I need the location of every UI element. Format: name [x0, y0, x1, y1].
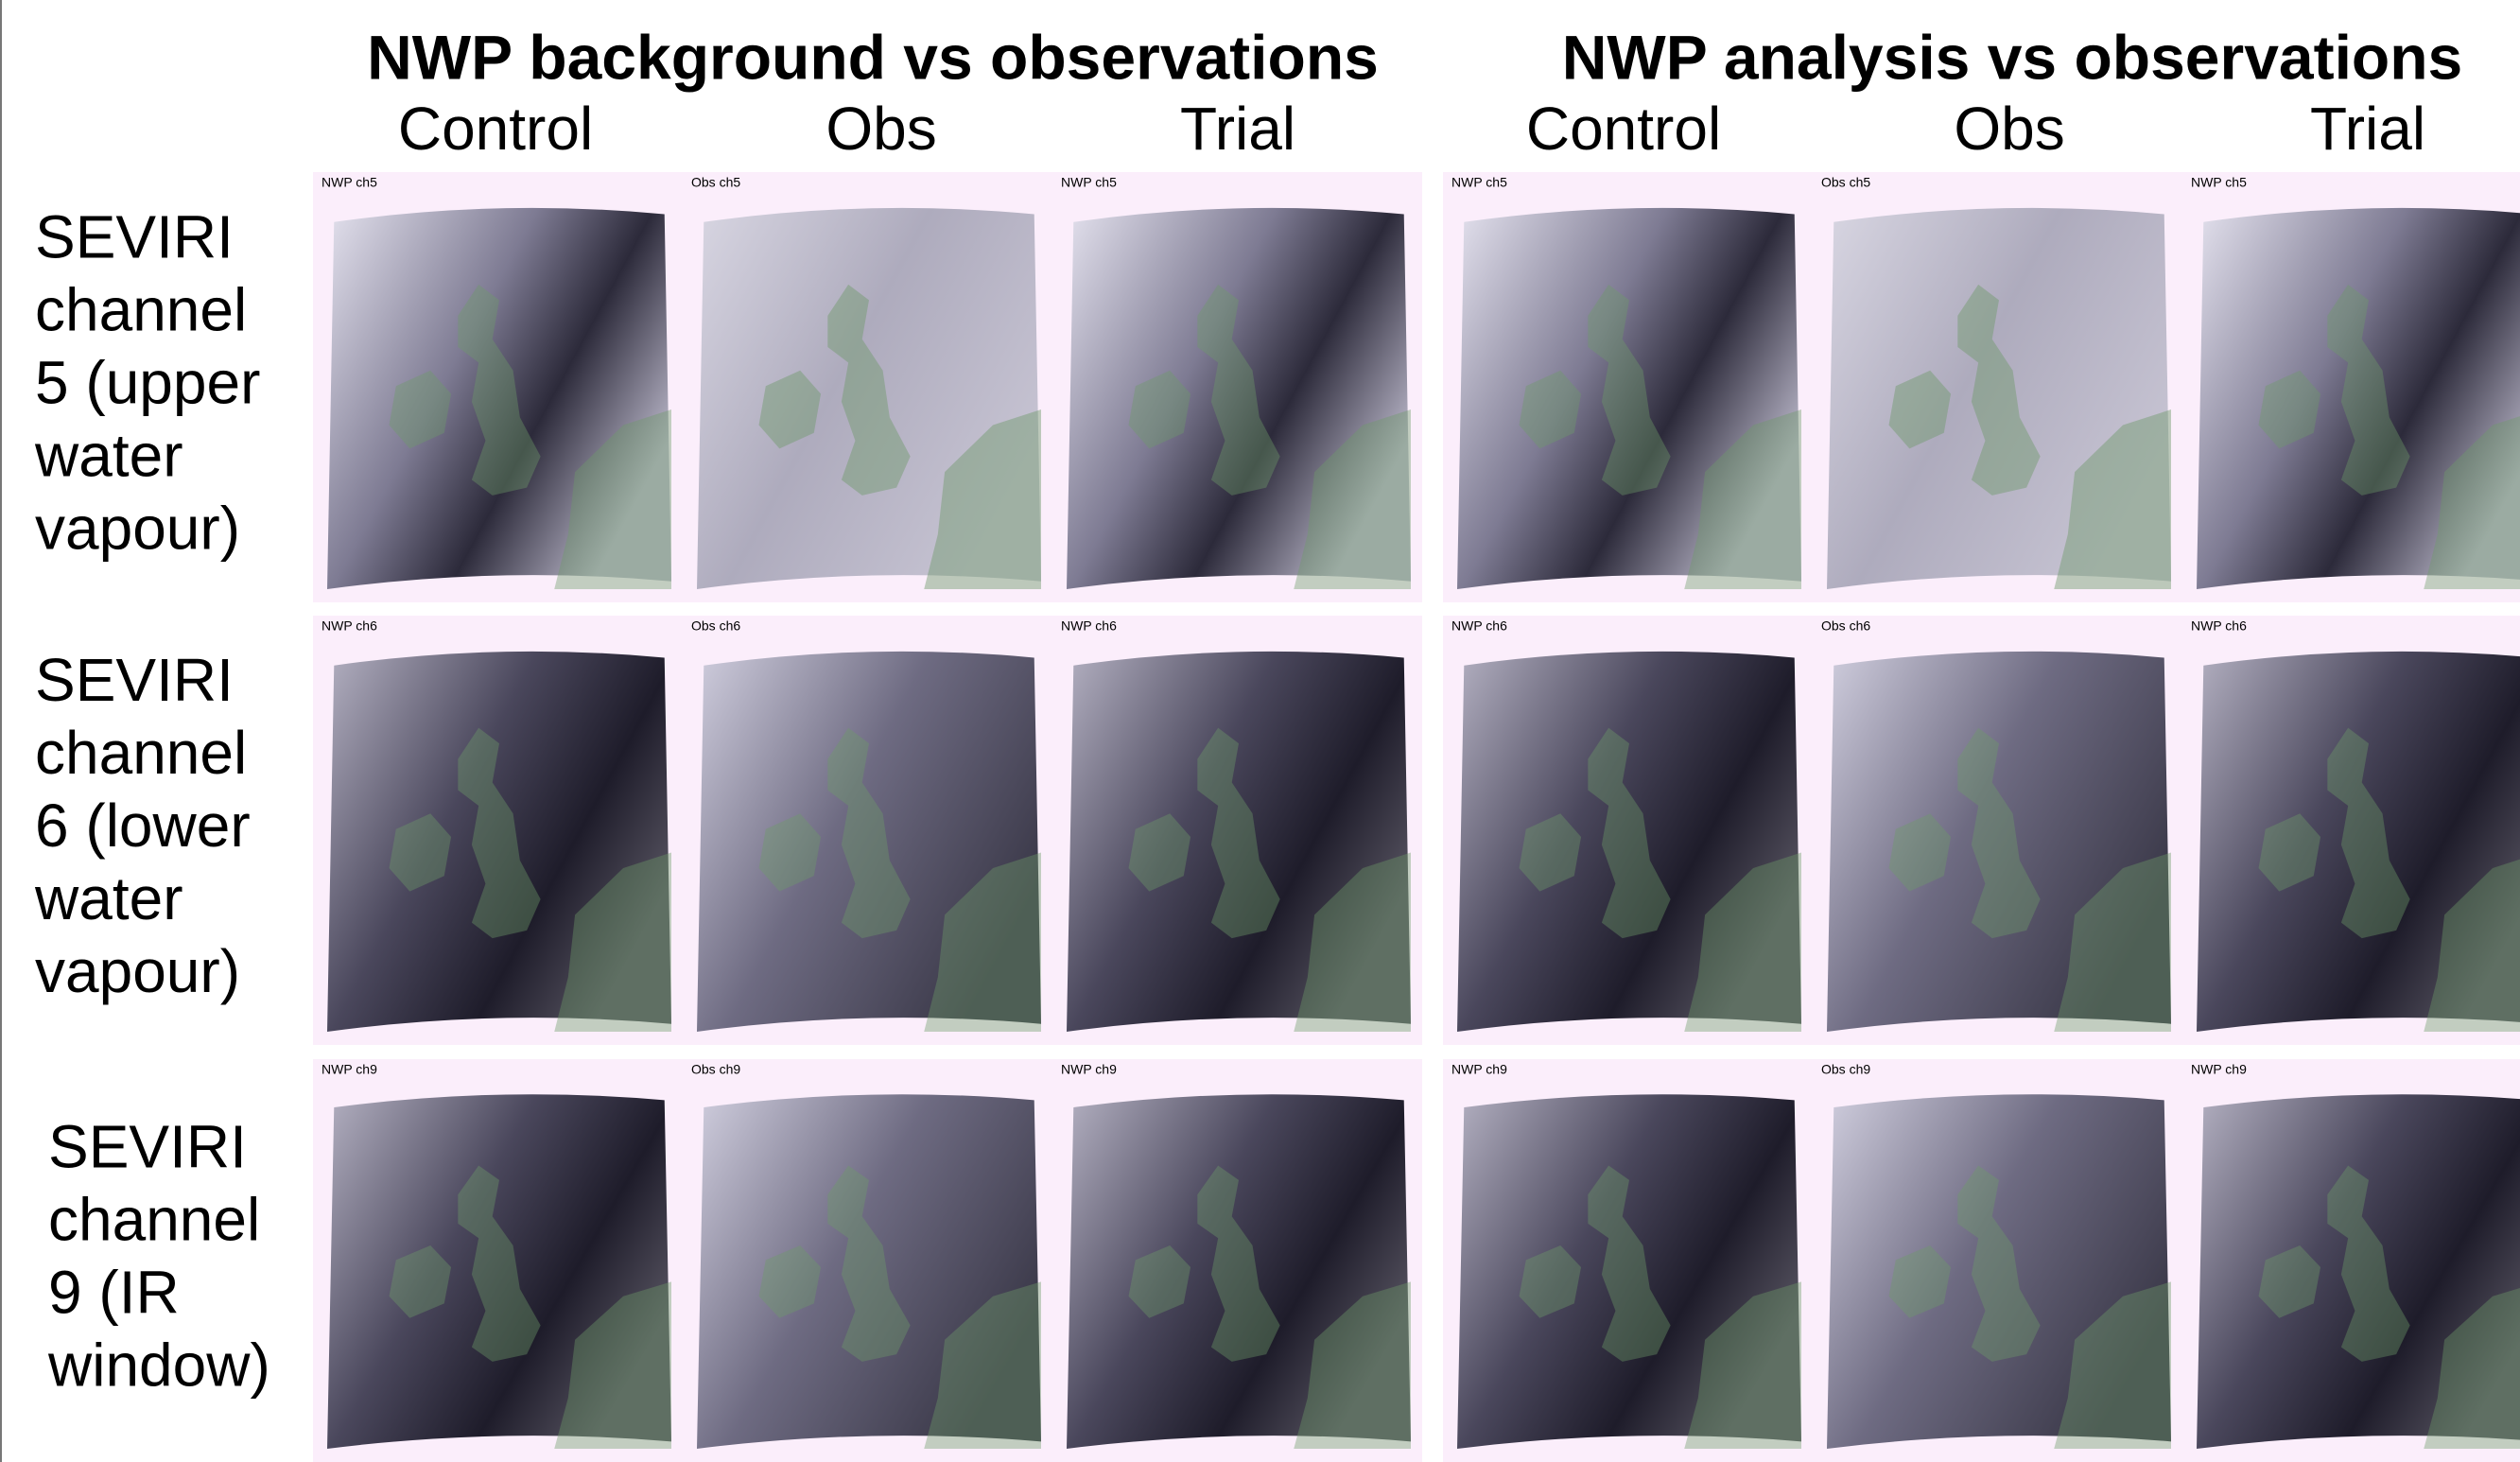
- satellite-image: [1827, 652, 2171, 1032]
- panel-label: NWP ch5: [1061, 175, 1117, 190]
- row-label: SEVIRI: [35, 646, 234, 714]
- panel-label: Obs ch9: [1821, 1062, 1870, 1077]
- satellite-image: [1067, 652, 1411, 1032]
- panel-label: Obs ch6: [1821, 618, 1870, 634]
- column-label: Trial: [2310, 95, 2425, 163]
- panel-label: NWP ch9: [1451, 1062, 1507, 1077]
- panel-label: NWP ch6: [1451, 618, 1507, 634]
- satellite-image: [1457, 1094, 1801, 1449]
- column-label: Control: [1526, 95, 1721, 163]
- panel-label: NWP ch6: [1061, 618, 1117, 634]
- row-label: window): [47, 1331, 270, 1399]
- panel-label: NWP ch5: [1451, 175, 1507, 190]
- row-label: 9 (IR: [48, 1258, 180, 1326]
- row-label: water: [34, 421, 183, 489]
- row-label: water: [34, 864, 183, 932]
- column-label: Obs: [826, 95, 936, 163]
- panel-label: NWP ch9: [1061, 1062, 1117, 1077]
- figure: NWP background vs observations NWP analys…: [0, 0, 2520, 1462]
- satellite-image: [1067, 1094, 1411, 1449]
- satellite-image: [697, 1094, 1041, 1449]
- satellite-image: [327, 208, 671, 589]
- row-label: SEVIRI: [35, 202, 234, 270]
- group-header: NWP analysis vs observations: [1562, 22, 2463, 92]
- row-label: 5 (upper: [35, 348, 260, 416]
- panel-label: NWP ch9: [322, 1062, 377, 1077]
- group-header: NWP background vs observations: [367, 22, 1379, 92]
- column-label: Trial: [1180, 95, 1295, 163]
- satellite-image: [1067, 208, 1411, 589]
- satellite-image: [2197, 1094, 2520, 1449]
- row-label: channel: [35, 719, 247, 787]
- satellite-image: [1457, 208, 1801, 589]
- row-label: 6 (lower: [35, 792, 251, 860]
- satellite-image: [327, 652, 671, 1032]
- panel-label: Obs ch9: [691, 1062, 740, 1077]
- row-label: SEVIRI: [48, 1112, 247, 1180]
- row-label: channel: [48, 1185, 260, 1253]
- panel-label: NWP ch5: [322, 175, 377, 190]
- satellite-image: [2197, 652, 2520, 1032]
- row-label: vapour): [35, 937, 240, 1005]
- panel-label: NWP ch9: [2191, 1062, 2247, 1077]
- satellite-image: [2197, 208, 2520, 589]
- column-label: Control: [398, 95, 593, 163]
- satellite-image: [1457, 652, 1801, 1032]
- satellite-image: [697, 652, 1041, 1032]
- panel-label: NWP ch6: [322, 618, 377, 634]
- row-label: channel: [35, 275, 247, 343]
- panel-label: Obs ch6: [691, 618, 740, 634]
- column-label: Obs: [1954, 95, 2064, 163]
- panel-label: NWP ch5: [2191, 175, 2247, 190]
- satellite-image: [697, 208, 1041, 589]
- panel-label: Obs ch5: [1821, 175, 1870, 190]
- row-label: vapour): [35, 494, 240, 562]
- satellite-image: [327, 1094, 671, 1449]
- satellite-image: [1827, 208, 2171, 589]
- panel-label: Obs ch5: [691, 175, 740, 190]
- satellite-image: [1827, 1094, 2171, 1449]
- panel-label: NWP ch6: [2191, 618, 2247, 634]
